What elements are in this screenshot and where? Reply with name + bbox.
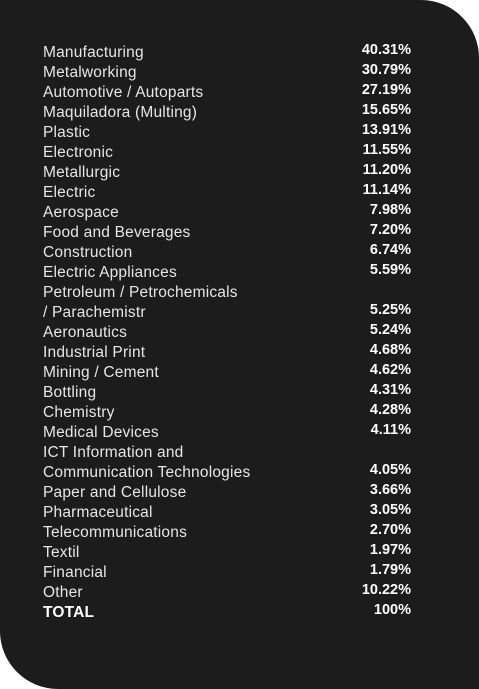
sector-share: 15.65% [361, 102, 411, 118]
sector-share: 7.20% [369, 222, 411, 238]
table-row: Other 10.22% [43, 582, 411, 603]
sector-label: Construction [43, 244, 133, 261]
table-row: Plastic 13.91% [43, 122, 411, 143]
table-row: Food and Beverages 7.20% [43, 222, 411, 243]
table-row: Financial 1.79% [43, 562, 411, 583]
sector-label: Financial [43, 564, 107, 581]
table-row: ICT Information and Communication Techno… [43, 443, 411, 483]
table-row: Mining / Cement 4.62% [43, 362, 411, 383]
table-row: Electric Appliances 5.59% [43, 262, 411, 283]
table-row: Industrial Print 4.68% [43, 342, 411, 363]
table-row: TOTAL 100% [43, 602, 411, 623]
table-row: Construction 6.74% [43, 242, 411, 263]
table-row: Manufacturing 40.31% [43, 42, 411, 63]
sector-share: 10.22% [361, 582, 411, 598]
sector-label: Maquiladora (Multing) [43, 104, 198, 121]
table-row: Electronic 11.55% [43, 142, 411, 163]
sector-label: Aerospace [43, 204, 119, 221]
sector-share: 5.24% [369, 322, 411, 338]
sector-share: 4.05% [369, 462, 411, 478]
sector-share: 2.70% [369, 522, 411, 538]
sector-share: 5.25% [369, 302, 411, 318]
table-row: Bottling 4.31% [43, 382, 411, 403]
sector-label: Manufacturing [43, 44, 144, 61]
sector-label: TOTAL [43, 604, 95, 621]
sector-share: 1.97% [369, 542, 411, 558]
sector-share: 27.19% [361, 82, 411, 98]
table-row: Petroleum / Petrochemicals / Parachemist… [43, 283, 411, 323]
sector-label: Mining / Cement [43, 364, 159, 381]
table-row: Automotive / Autoparts 27.19% [43, 82, 411, 103]
sector-label: Chemistry [43, 404, 115, 421]
sector-share: 4.62% [369, 362, 411, 378]
sector-share: 7.98% [369, 202, 411, 218]
sector-label: Pharmaceutical [43, 504, 153, 521]
sector-share: 3.66% [369, 482, 411, 498]
table-row: Paper and Cellulose 3.66% [43, 482, 411, 503]
sector-label: Automotive / Autoparts [43, 84, 204, 101]
sector-share: 11.14% [362, 182, 411, 198]
sector-share: 4.31% [369, 382, 411, 398]
sector-label: Medical Devices [43, 424, 159, 441]
sector-label: Electric [43, 184, 96, 201]
sector-label: Other [43, 584, 83, 601]
sector-share: 11.55% [362, 142, 411, 158]
sector-share: 30.79% [361, 62, 411, 78]
sector-label: Telecommunications [43, 524, 188, 541]
table-row: Chemistry 4.28% [43, 402, 411, 423]
sector-label: Aeronautics [43, 324, 128, 341]
table-row: Metalworking 30.79% [43, 62, 411, 83]
sector-share: 100% [373, 602, 411, 618]
table-row: Maquiladora (Multing) 15.65% [43, 102, 411, 123]
sector-label: Food and Beverages [43, 224, 191, 241]
table-row: Aerospace 7.98% [43, 202, 411, 223]
table-row: Telecommunications 2.70% [43, 522, 411, 543]
sector-label: Industrial Print [43, 344, 146, 361]
table-row: Medical Devices 4.11% [43, 422, 411, 443]
sector-share: 13.91% [361, 122, 411, 138]
sector-share: 6.74% [369, 242, 411, 258]
sector-label: Metalworking [43, 64, 137, 81]
sector-share: 4.11% [370, 422, 411, 438]
sector-share: 11.20% [362, 162, 411, 178]
sector-label: Metallurgic [43, 164, 121, 181]
sector-share: 5.59% [369, 262, 411, 278]
table-row: Metallurgic 11.20% [43, 162, 411, 183]
sector-share: 3.05% [369, 502, 411, 518]
table-row: Aeronautics 5.24% [43, 322, 411, 343]
table-row: Pharmaceutical 3.05% [43, 502, 411, 523]
sector-label: Electronic [43, 144, 114, 161]
sector-label: Electric Appliances [43, 264, 177, 281]
sector-label: ICT Information and Communication Techno… [43, 444, 251, 481]
sector-label: Bottling [43, 384, 97, 401]
sector-share: 4.68% [369, 342, 411, 358]
sector-label: Paper and Cellulose [43, 484, 187, 501]
table-row: Textil 1.97% [43, 542, 411, 563]
sector-label: Petroleum / Petrochemicals / Parachemist… [43, 284, 238, 321]
sector-share: 4.28% [369, 402, 411, 418]
sector-share: 40.31% [361, 42, 411, 58]
table-row: Electric 11.14% [43, 182, 411, 203]
sector-label: Plastic [43, 124, 91, 141]
sector-share: 1.79% [369, 562, 411, 578]
sector-label: Textil [43, 544, 80, 561]
